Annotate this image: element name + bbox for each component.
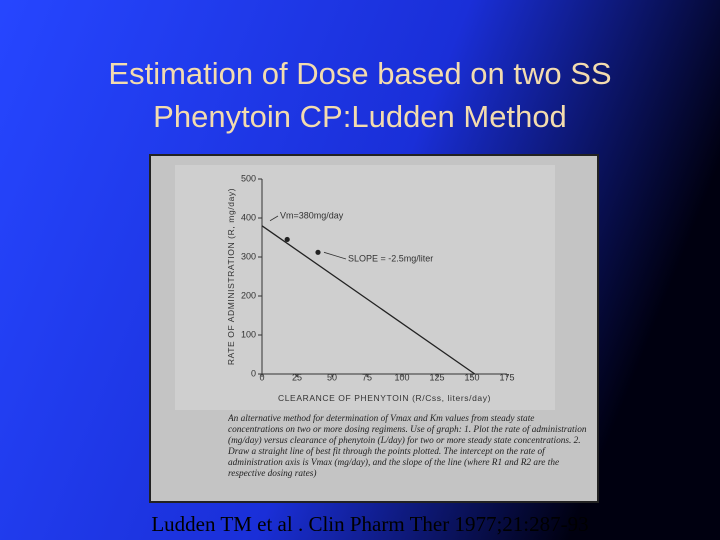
x-tick-label: 150 bbox=[464, 372, 479, 382]
y-tick-label: 100 bbox=[241, 329, 256, 339]
citation: Ludden TM et al . Clin Pharm Ther 1977;2… bbox=[151, 512, 588, 536]
annotation: Vm=380mg/day bbox=[280, 210, 344, 220]
caption-box: An alternative method for determination … bbox=[228, 414, 587, 479]
y-tick-label: 0 bbox=[251, 368, 256, 378]
caption: An alternative method for determination … bbox=[228, 414, 587, 479]
annotation-leader bbox=[269, 215, 279, 222]
data-point bbox=[284, 236, 290, 243]
x-tick-label: 50 bbox=[327, 372, 337, 382]
slide-title: Phenytoin CP:Ludden Method bbox=[153, 99, 567, 134]
y-axis-label: RATE OF ADMINISTRATION (R, mg/day) bbox=[226, 188, 236, 365]
x-tick-label: 175 bbox=[499, 372, 514, 382]
x-tick-label: 75 bbox=[362, 372, 372, 382]
slide-title: Estimation of Dose based on two SS bbox=[108, 56, 611, 91]
y-tick-label: 300 bbox=[241, 251, 256, 261]
data-point bbox=[315, 249, 321, 255]
plot-area bbox=[175, 165, 555, 410]
x-tick-label: 25 bbox=[292, 372, 302, 382]
y-tick-label: 400 bbox=[241, 212, 256, 222]
annotation: SLOPE = -2.5mg/liter bbox=[348, 253, 433, 263]
x-axis-label: CLEARANCE OF PHENYTOIN (R/Css, liters/da… bbox=[278, 393, 491, 403]
x-tick-label: 100 bbox=[394, 372, 409, 382]
annotation-leader bbox=[323, 251, 347, 260]
y-tick-label: 200 bbox=[241, 290, 256, 300]
y-tick-label: 500 bbox=[241, 173, 256, 183]
fit-line bbox=[261, 225, 476, 375]
x-tick-label: 125 bbox=[429, 372, 444, 382]
x-tick-label: 0 bbox=[259, 372, 264, 382]
